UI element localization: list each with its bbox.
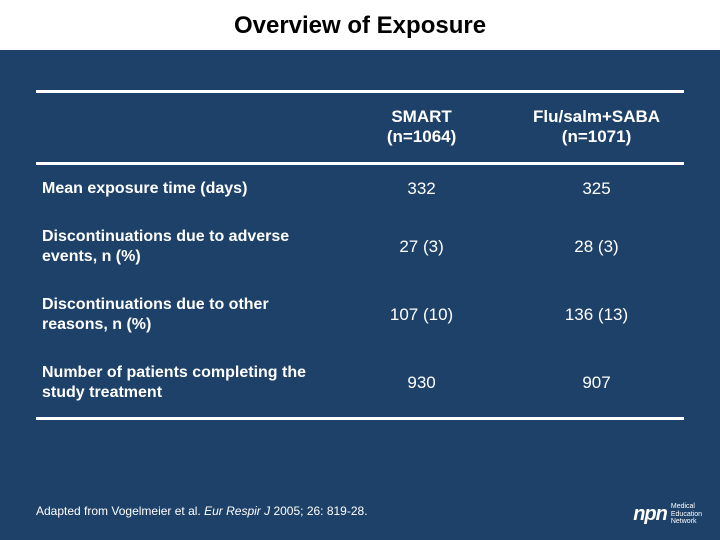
table-row: Mean exposure time (days) 332 325 [36, 163, 684, 213]
row-label: Discontinuations due to other reasons, n… [36, 281, 334, 349]
table-row: Number of patients completing the study … [36, 349, 684, 419]
cell-value: 136 (13) [509, 281, 684, 349]
logo-line3: Network [671, 518, 702, 525]
col-header-line2: (n=1064) [387, 127, 456, 146]
cell-value: 930 [334, 349, 509, 419]
cell-value: 325 [509, 163, 684, 213]
row-label: Discontinuations due to adverse events, … [36, 213, 334, 281]
cell-value: 907 [509, 349, 684, 419]
col-header-line1: Flu/salm+SABA [533, 107, 660, 126]
slide-title: Overview of Exposure [0, 0, 720, 50]
footnote-journal: Eur Respir J [204, 504, 270, 518]
footnote-prefix: Adapted from Vogelmeier et al. [36, 504, 204, 518]
table-row: Discontinuations due to other reasons, n… [36, 281, 684, 349]
row-label: Number of patients completing the study … [36, 349, 334, 419]
col-header-line1: SMART [391, 107, 451, 126]
col-header-flusalm: Flu/salm+SABA (n=1071) [509, 92, 684, 164]
footnote-suffix: 2005; 26: 819-28. [270, 504, 367, 518]
table-header-row: SMART (n=1064) Flu/salm+SABA (n=1071) [36, 92, 684, 164]
logo-text: Medical Education Network [671, 503, 702, 525]
table-row: Discontinuations due to adverse events, … [36, 213, 684, 281]
row-label: Mean exposure time (days) [36, 163, 334, 213]
logo-mark: npn [633, 503, 667, 526]
cell-value: 28 (3) [509, 213, 684, 281]
logo-line2: Education [671, 511, 702, 518]
col-header-line2: (n=1071) [562, 127, 631, 146]
table-container: SMART (n=1064) Flu/salm+SABA (n=1071) Me… [0, 50, 720, 420]
cell-value: 107 (10) [334, 281, 509, 349]
cell-value: 27 (3) [334, 213, 509, 281]
cell-value: 332 [334, 163, 509, 213]
exposure-table: SMART (n=1064) Flu/salm+SABA (n=1071) Me… [36, 90, 684, 420]
logo-line1: Medical [671, 503, 702, 510]
col-header-smart: SMART (n=1064) [334, 92, 509, 164]
footnote-citation: Adapted from Vogelmeier et al. Eur Respi… [36, 504, 368, 518]
header-blank [36, 92, 334, 164]
logo: npn Medical Education Network [633, 503, 702, 526]
